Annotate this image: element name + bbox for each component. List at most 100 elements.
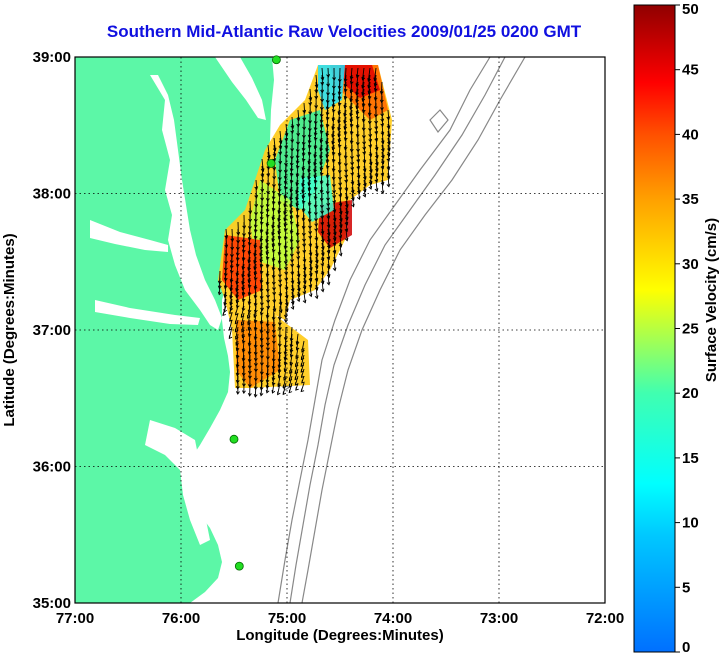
velocity-arrow (350, 67, 353, 80)
y-tick-label: 39:00 (33, 49, 71, 66)
velocity-arrowhead (253, 285, 258, 290)
velocity-arrowhead (373, 82, 378, 87)
velocity-arrowhead (253, 302, 258, 307)
velocity-arrowhead (331, 104, 336, 109)
velocity-arrow (307, 165, 311, 180)
colorbar-label: Surface Velocity (cm/s) (703, 218, 720, 382)
velocity-arrow (272, 242, 275, 252)
velocity-arrowhead (367, 90, 372, 95)
velocity-arrowhead (380, 172, 385, 177)
velocity-arrowhead (265, 281, 270, 286)
velocity-arrowhead (247, 333, 252, 338)
velocity-arrowhead (289, 353, 294, 358)
velocity-arrow (272, 207, 275, 220)
velocity-arrow (375, 151, 379, 166)
velocity-arrow (326, 109, 329, 120)
velocity-arrowhead (313, 145, 318, 150)
velocity-arrowhead (241, 286, 246, 291)
velocity-arrowhead (289, 179, 294, 184)
velocity-arrowhead (355, 105, 360, 110)
velocity-arrowhead (319, 139, 324, 144)
velocity-arrowhead (247, 392, 252, 397)
velocity-arrowhead (337, 161, 342, 166)
velocity-arrowhead (343, 120, 347, 124)
velocity-arrowhead (290, 295, 295, 299)
velocity-arrowhead (235, 272, 240, 277)
velocity-arrowhead (271, 243, 276, 248)
x-tick-label: 76:00 (162, 610, 200, 627)
velocity-arrow (344, 88, 347, 100)
velocity-arrow (302, 200, 305, 212)
velocity-arrow (242, 333, 245, 343)
velocity-arrowhead (367, 95, 372, 100)
velocity-arrow (297, 109, 300, 121)
velocity-arrowhead (307, 168, 311, 173)
velocity-arrow (235, 284, 239, 298)
velocity-arrow (284, 214, 287, 227)
velocity-arrowhead (361, 84, 365, 89)
velocity-arrow (266, 242, 269, 255)
velocity-arrow (296, 158, 299, 169)
velocity-arrowhead (307, 211, 312, 216)
velocity-arrowhead (265, 239, 269, 243)
velocity-arrowhead (253, 393, 258, 398)
velocity-arrowhead (337, 111, 342, 116)
velocity-arrowhead (223, 294, 228, 298)
velocity-arrowhead (235, 354, 240, 359)
bay-inlet (90, 220, 168, 252)
velocity-arrow (313, 151, 317, 166)
velocity-arrow (284, 179, 287, 190)
velocity-arrow (338, 144, 341, 156)
velocity-arrow (320, 179, 323, 193)
velocity-arrow (230, 263, 233, 273)
velocity-arrow (291, 123, 294, 134)
velocity-arrowhead (386, 175, 391, 180)
velocity-arrowhead (373, 77, 378, 82)
velocity-arrow (260, 249, 263, 262)
velocity-arrowhead (381, 154, 385, 159)
velocity-arrowhead (338, 234, 343, 239)
velocity-arrow (367, 67, 371, 82)
velocity-arrow (333, 256, 336, 271)
velocity-arrow (345, 179, 348, 191)
velocity-arrow (351, 186, 355, 201)
velocity-arrow (338, 123, 341, 137)
colorbar-tick-label: 15 (682, 450, 699, 467)
velocity-arrow (325, 137, 329, 152)
velocity-arrow (327, 228, 331, 243)
velocity-arrowhead (319, 130, 324, 135)
velocity-arrowhead (381, 148, 385, 153)
velocity-arrowhead (320, 288, 325, 293)
velocity-arrowhead (343, 146, 348, 151)
velocity-arrowhead (326, 239, 331, 243)
velocity-arrow (345, 228, 348, 241)
velocity-arrow (387, 172, 390, 187)
isobath-contours (269, 57, 526, 603)
velocity-arrow (319, 151, 323, 165)
velocity-arrowhead (295, 165, 300, 169)
velocity-arrow (387, 151, 390, 162)
velocity-arrowhead (265, 245, 269, 250)
velocity-arrow (350, 81, 353, 93)
velocity-arrowhead (284, 319, 288, 324)
velocity-arrowhead (308, 284, 313, 289)
velocity-arrow (224, 284, 227, 298)
velocity-arrow (303, 270, 306, 284)
velocity-arrowhead (313, 186, 318, 191)
velocity-arrow (236, 354, 239, 368)
velocity-arrow (344, 123, 347, 135)
velocity-arrowhead (272, 147, 277, 152)
velocity-arrowhead (241, 348, 246, 353)
velocity-arrow (271, 382, 275, 394)
velocity-arrow (242, 277, 245, 290)
velocity-arrow (327, 242, 330, 253)
velocity-arrow (296, 333, 299, 345)
velocity-arrow (375, 165, 378, 177)
velocity-arrow (343, 109, 347, 124)
velocity-arrow (314, 137, 317, 149)
velocity-arrowhead (283, 217, 288, 222)
velocity-arrowhead (344, 196, 349, 201)
velocity-arrowhead (283, 195, 288, 199)
velocity-arrow (321, 67, 324, 80)
velocity-arrowhead (373, 97, 378, 101)
